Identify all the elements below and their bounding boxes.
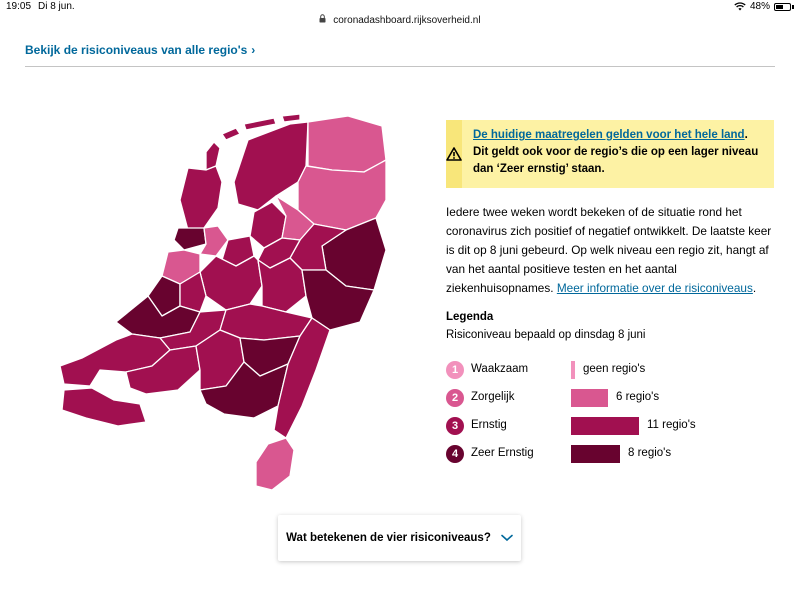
legend-row-level-4: 4 Zeer Ernstig 8 regio's bbox=[446, 445, 786, 467]
netherlands-map bbox=[59, 113, 387, 491]
region-limburg-zuid[interactable] bbox=[255, 437, 295, 491]
battery-percentage: 48% bbox=[749, 1, 770, 12]
url-text: coronadashboard.rijksoverheid.nl bbox=[333, 15, 481, 26]
legend-level-number: 1 bbox=[446, 361, 464, 379]
legend-count-bar bbox=[571, 389, 608, 407]
warning-icon-column bbox=[446, 120, 462, 188]
legend-title: Legenda bbox=[446, 311, 494, 323]
region-vlieland[interactable] bbox=[221, 127, 241, 141]
all-regions-link[interactable]: Bekijk de risiconiveaus van alle regio's… bbox=[25, 43, 255, 57]
status-right: 48% bbox=[734, 1, 794, 12]
legend-count-label: 6 regio's bbox=[616, 391, 660, 403]
description-text: Iedere twee weken wordt bekeken of de si… bbox=[446, 205, 772, 295]
risk-info-link[interactable]: Meer informatie over de risiconiveaus bbox=[556, 281, 753, 295]
accordion-label: Wat betekenen de vier risiconiveaus? bbox=[286, 532, 491, 544]
status-date: Di 8 jun. bbox=[38, 1, 75, 12]
all-regions-link-label: Bekijk de risiconiveaus van alle regio's bbox=[25, 43, 248, 57]
legend-count-bar bbox=[571, 361, 575, 379]
region-texel[interactable] bbox=[205, 141, 221, 171]
warning-banner: De huidige maatregelen gelden voor het h… bbox=[446, 120, 774, 188]
legend-subtitle: Risiconiveau bepaald op dinsdag 8 juni bbox=[446, 329, 646, 341]
region-zaanstreek[interactable] bbox=[173, 227, 207, 251]
battery-icon bbox=[774, 2, 791, 11]
legend-level-label: Zorgelijk bbox=[471, 391, 515, 403]
legend-level-number: 4 bbox=[446, 445, 464, 463]
legend-count-label: geen regio's bbox=[583, 363, 646, 375]
wifi-icon bbox=[734, 2, 746, 11]
region-noord-holland-noord[interactable] bbox=[179, 165, 223, 231]
chevron-right-icon: › bbox=[251, 43, 256, 57]
risk-levels-accordion[interactable]: Wat betekenen de vier risiconiveaus? bbox=[278, 515, 521, 561]
warning-body: . Dit geldt ook voor de regio’s die op e… bbox=[473, 129, 759, 175]
status-time: 19:05 bbox=[6, 1, 32, 12]
lock-icon bbox=[319, 14, 326, 23]
legend-level-label: Zeer Ernstig bbox=[471, 447, 534, 459]
legend-row-level-3: 3 Ernstig 11 regio's bbox=[446, 417, 786, 439]
legend-level-number: 3 bbox=[446, 417, 464, 435]
description-end: . bbox=[752, 281, 757, 295]
legend-row-level-1: 1 Waakzaam geen regio's bbox=[446, 361, 786, 383]
legend-count-bar bbox=[571, 417, 639, 435]
warning-text: De huidige maatregelen gelden voor het h… bbox=[462, 120, 774, 188]
region-gelderland-zuid[interactable] bbox=[219, 303, 313, 341]
warning-icon bbox=[446, 147, 462, 161]
region-groningen[interactable] bbox=[307, 115, 387, 173]
description: Iedere twee weken wordt bekeken of de si… bbox=[446, 203, 776, 298]
divider bbox=[25, 66, 775, 67]
legend-level-label: Waakzaam bbox=[471, 363, 529, 375]
region-fryslan[interactable] bbox=[233, 121, 309, 211]
measures-link[interactable]: De huidige maatregelen gelden voor het h… bbox=[473, 129, 745, 141]
legend-count-bar bbox=[571, 445, 620, 463]
battery-tip bbox=[792, 4, 794, 9]
chevron-down-icon bbox=[501, 534, 513, 542]
address-bar[interactable]: coronadashboard.rijksoverheid.nl bbox=[0, 14, 800, 28]
region-terschelling[interactable] bbox=[243, 117, 277, 131]
region-zeeland-south[interactable] bbox=[61, 387, 147, 427]
legend-level-number: 2 bbox=[446, 389, 464, 407]
legend-level-label: Ernstig bbox=[471, 419, 507, 431]
region-gelderland-midden[interactable] bbox=[257, 257, 307, 313]
legend-count-label: 8 regio's bbox=[628, 447, 672, 459]
region-ameland[interactable] bbox=[281, 113, 301, 123]
region-noord-oost-gelderland[interactable] bbox=[301, 269, 375, 331]
status-bar: 19:05 Di 8 jun. 48% bbox=[0, 0, 800, 14]
region-hollands-midden[interactable] bbox=[179, 271, 207, 313]
legend-row-level-2: 2 Zorgelijk 6 regio's bbox=[446, 389, 786, 411]
region-limburg-noord[interactable] bbox=[273, 317, 331, 439]
legend-count-label: 11 regio's bbox=[647, 419, 696, 431]
region-utrecht[interactable] bbox=[199, 255, 263, 311]
